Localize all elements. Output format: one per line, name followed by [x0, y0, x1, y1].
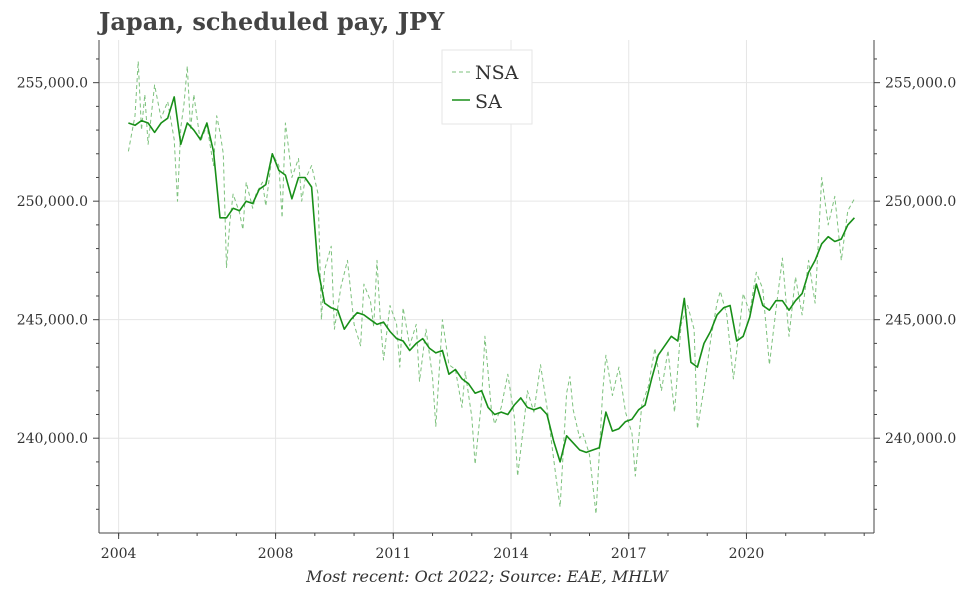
x-tick-label: 2020 [729, 546, 765, 562]
x-tick-label: 2014 [493, 546, 529, 562]
x-tick-label: 2017 [611, 546, 647, 562]
chart-caption: Most recent: Oct 2022; Source: EAE, MHLW [305, 567, 669, 586]
y-tick-label-right: 240,000.0 [885, 431, 956, 447]
axes: 240,000.0 240,000.0 245,000.0 245,000.0 250,… [17, 40, 956, 562]
series-layer [127, 60, 855, 515]
x-tick-label: 2004 [101, 546, 137, 562]
y-tick-label-left: 255,000.0 [17, 76, 88, 92]
y-tick-label-left: 250,000.0 [17, 194, 88, 210]
series-line-sa [128, 96, 855, 463]
legend-sa-label: SA [475, 91, 502, 113]
y-tick-label-left: 240,000.0 [17, 431, 88, 447]
y-tick-label-left: 245,000.0 [17, 313, 88, 329]
legend: NSA SA [441, 49, 533, 125]
x-tick-label: 2008 [258, 546, 294, 562]
y-tick-label-right: 250,000.0 [885, 194, 956, 210]
y-tick-label-right: 255,000.0 [885, 76, 956, 92]
y-tick-label-right: 245,000.0 [885, 313, 956, 329]
legend-nsa-label: NSA [475, 62, 519, 84]
legend-box [441, 49, 533, 125]
series-line-nsa [127, 60, 855, 515]
chart-title: Japan, scheduled pay, JPY [97, 7, 445, 36]
x-tick-label: 2011 [375, 546, 411, 562]
